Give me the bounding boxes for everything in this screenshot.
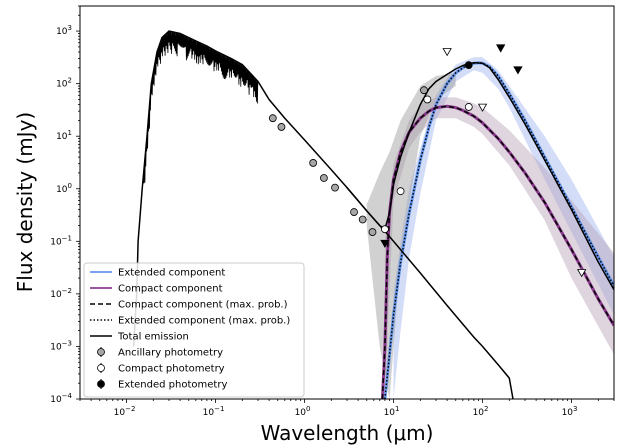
x-tick-label: 10−2	[114, 405, 136, 418]
band-compact-component	[384, 97, 614, 399]
ancillary-photometry-point	[331, 183, 339, 192]
y-tick-label: 101	[56, 129, 72, 142]
extended-photometry-point	[464, 61, 473, 70]
extended-upper-limit	[380, 239, 390, 249]
y-tick-label: 103	[56, 24, 72, 37]
legend-entry-ancillary-photometry: Ancillary photometry	[97, 347, 223, 359]
ancillary-photometry-point	[368, 228, 377, 236]
legend-marker	[97, 364, 105, 372]
legend-label: Extended photometry	[118, 380, 227, 391]
line-compact-component-max-prob	[381, 105, 614, 399]
y-tick-label: 102	[56, 77, 72, 90]
y-axis-label: Flux density (mJy)	[13, 112, 37, 292]
photometry-markers	[268, 44, 587, 278]
y-tick-label: 10−3	[50, 339, 72, 352]
compact-photometry-point	[396, 187, 405, 196]
legend-entry-compact-photometry: Compact photometry	[97, 363, 225, 375]
x-axis-label: Wavelength (μm)	[261, 421, 434, 445]
posterior-bands	[366, 57, 614, 399]
legend-entry-extended-component-max-prob: Extended component (max. prob.)	[90, 316, 290, 327]
y-tick-label: 10−1	[50, 234, 72, 247]
legend-label: Total emission	[117, 332, 189, 343]
extended-upper-limit	[513, 66, 523, 75]
y-tick-label: 100	[56, 182, 72, 195]
ancillary-photometry-point	[277, 123, 286, 131]
y-tick-label: 10−2	[50, 287, 72, 300]
compact-photometry-point	[423, 95, 432, 104]
ancillary-photometry-point	[309, 159, 318, 167]
x-tick-label: 100	[295, 405, 311, 418]
line-stellar-continuum	[346, 187, 514, 399]
legend-box	[83, 262, 305, 398]
legend-label: Compact component	[118, 284, 223, 295]
x-tick-label: 103	[562, 405, 578, 418]
legend-marker	[97, 380, 105, 388]
compact-upper-limit	[477, 103, 488, 112]
legend-marker	[97, 348, 105, 356]
x-tick-label: 101	[384, 405, 400, 418]
extended-upper-limit	[496, 44, 506, 53]
compact-upper-limit	[442, 48, 452, 57]
x-tick-label: 102	[473, 405, 489, 418]
ancillary-photometry-point	[319, 174, 328, 182]
compact-upper-limit	[576, 269, 587, 278]
compact-photometry-point	[381, 225, 389, 234]
legend-label: Compact photometry	[118, 364, 225, 375]
legend-label: Extended component	[118, 268, 225, 279]
ancillary-photometry-point	[350, 208, 358, 216]
y-tick-label: 10−4	[50, 392, 72, 405]
legend-label: Extended component (max. prob.)	[118, 316, 290, 327]
band-extended-component	[393, 57, 614, 399]
legend-entry-compact-component-max-prob: Compact component (max. prob.)	[90, 300, 288, 311]
line-extended-component-max-prob	[384, 61, 614, 399]
band-ancillary-photometry	[366, 72, 456, 399]
x-tick-label: 10−1	[203, 405, 225, 418]
legend: Extended component Compact component Compa…	[83, 262, 305, 398]
compact-photometry-point	[464, 103, 473, 111]
legend-label: Ancillary photometry	[118, 348, 223, 359]
axis-ticks: 10−2 10−1 100 101 102 103 10−4 10−3 10−2 10−1 100 1…	[50, 5, 615, 418]
legend-entry-total-emission: Total emission	[90, 332, 189, 343]
ancillary-photometry-point	[358, 215, 367, 224]
legend-entry-extended-component: Extended component	[90, 268, 225, 279]
ancillary-photometry-point	[420, 86, 428, 95]
legend-entry-compact-component: Compact component	[90, 284, 223, 295]
legend-label: Compact component (max. prob.)	[118, 300, 288, 311]
ancillary-photometry-point	[268, 114, 277, 123]
legend-entry-extended-photometry: Extended photometry	[97, 379, 227, 391]
